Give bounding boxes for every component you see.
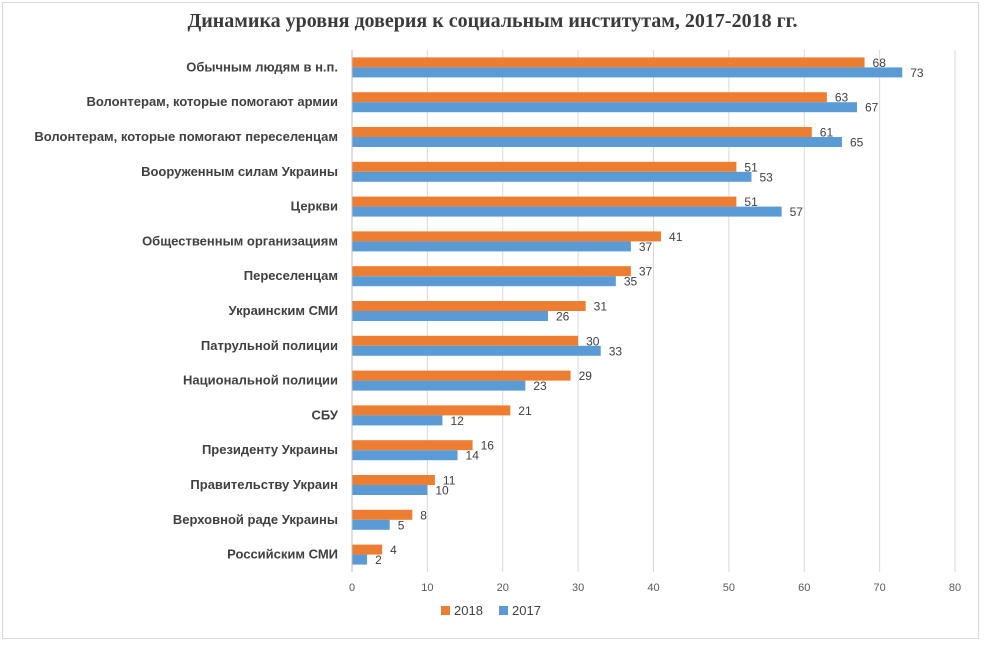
bar-2018: [352, 92, 827, 103]
x-tick-label: 30: [572, 582, 584, 594]
x-tick-label: 60: [798, 582, 810, 594]
data-label-2017: 53: [759, 170, 773, 184]
bar-2018: [352, 301, 586, 311]
data-label-2017: 14: [466, 449, 480, 463]
category-label: Переселенцам: [244, 268, 338, 283]
data-label-2018: 51: [744, 160, 758, 174]
bar-2018: [352, 509, 413, 520]
data-label-2018: 8: [420, 508, 427, 522]
x-tick-label: 50: [723, 582, 735, 594]
data-label-2018: 4: [390, 543, 397, 557]
chart-title: Динамика уровня доверия к социальным инс…: [187, 10, 798, 32]
category-label: Волонтерам, которые помогают переселенца…: [34, 129, 338, 144]
legend-label-2018: 2018: [454, 603, 483, 618]
category-label: Национальной полиции: [183, 373, 338, 388]
data-label-2018: 68: [873, 56, 887, 70]
bar-2017: [352, 276, 616, 287]
bar-2018: [352, 57, 865, 68]
x-tick-label: 70: [874, 582, 886, 594]
data-label-2018: 41: [669, 230, 683, 244]
bar-2017: [352, 554, 368, 565]
category-label: Общественным организациям: [142, 233, 338, 248]
data-label-2017: 73: [910, 66, 924, 80]
data-label-2018: 30: [586, 334, 600, 348]
data-label-2017: 10: [435, 484, 449, 498]
bar-2018: [352, 370, 571, 381]
bar-2018: [352, 266, 631, 277]
category-label: Обычным людям в н.п.: [186, 59, 338, 74]
x-tick-label: 0: [349, 582, 355, 594]
x-tick-label: 40: [647, 582, 659, 594]
data-label-2018: 31: [594, 300, 608, 314]
bar-2018: [352, 161, 737, 172]
data-label-2018: 29: [579, 369, 593, 383]
category-label: Украинским СМИ: [229, 303, 338, 318]
data-label-2017: 23: [533, 379, 547, 393]
data-label-2018: 37: [639, 265, 653, 279]
bar-2018: [352, 475, 435, 485]
x-tick-label: 10: [421, 582, 433, 594]
data-label-2017: 67: [865, 101, 879, 115]
bar-2017: [352, 485, 428, 495]
category-label: Правительству Украин: [190, 477, 338, 492]
data-label-2017: 37: [639, 240, 653, 254]
category-label: Российским СМИ: [227, 547, 338, 562]
bar-2018: [352, 196, 737, 207]
legend-swatch-2017: [499, 606, 508, 615]
data-label-2017: 57: [790, 205, 804, 219]
data-label-2018: 63: [835, 91, 849, 105]
bar-2017: [352, 137, 842, 147]
bar-2018: [352, 440, 473, 451]
bar-2018: [352, 544, 383, 555]
data-label-2018: 11: [443, 474, 456, 488]
data-label-2017: 65: [850, 136, 864, 150]
bar-2017: [352, 171, 752, 182]
data-label-2017: 5: [398, 518, 405, 532]
data-label-2017: 12: [450, 414, 464, 428]
bar-2017: [352, 102, 858, 113]
x-tick-label: 80: [949, 582, 961, 594]
data-label-2018: 61: [820, 126, 834, 140]
bar-2018: [352, 405, 511, 416]
legend-label-2017: 2017: [512, 603, 541, 618]
data-label-2017: 33: [609, 344, 623, 358]
category-label: СБУ: [312, 407, 339, 422]
bar-2017: [352, 67, 903, 78]
data-label-2018: 51: [744, 195, 758, 209]
bar-2018: [352, 335, 579, 346]
chart-frame: [2, 2, 979, 639]
bar-2017: [352, 519, 390, 530]
category-label: Волонтерам, которые помогают армии: [87, 94, 338, 109]
bar-2018: [352, 231, 662, 242]
data-label-2017: 35: [624, 275, 638, 289]
data-label-2017: 26: [556, 310, 570, 324]
bar-2017: [352, 311, 548, 321]
category-label: Патрульной полиции: [201, 338, 338, 353]
category-label: Вооруженным силам Украины: [141, 164, 338, 179]
bar-2017: [352, 450, 458, 461]
data-label-2018: 21: [518, 404, 532, 418]
category-label: Верховной раде Украины: [173, 512, 338, 527]
legend-swatch-2018: [441, 606, 450, 615]
bar-2017: [352, 241, 631, 252]
x-tick-label: 20: [497, 582, 509, 594]
bar-2017: [352, 380, 526, 391]
data-label-2018: 16: [481, 439, 495, 453]
bar-2017: [352, 415, 443, 426]
bar-2018: [352, 127, 812, 137]
category-label: Президенту Украины: [202, 442, 338, 457]
data-label-2017: 2: [375, 553, 382, 567]
category-label: Церкви: [291, 199, 338, 214]
bar-2017: [352, 345, 601, 356]
bar-2017: [352, 206, 782, 217]
